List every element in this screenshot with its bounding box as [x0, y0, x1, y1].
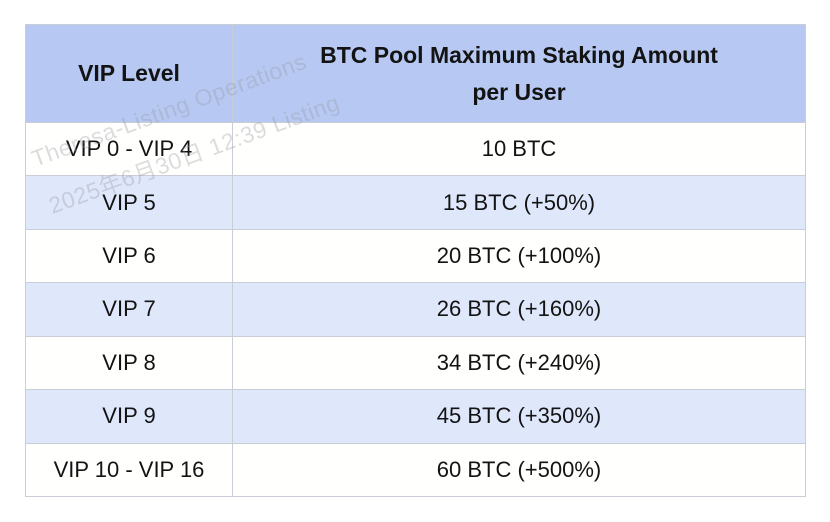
staking-amount-cell: 45 BTC (+350%) — [232, 389, 806, 444]
staking-amount-cell: 60 BTC (+500%) — [232, 442, 806, 498]
table-row: VIP 8 34 BTC (+240%) — [25, 335, 806, 391]
table-row: VIP 10 - VIP 16 60 BTC (+500%) — [25, 442, 806, 498]
header-max-staking-line2: per User — [472, 78, 566, 105]
vip-level-cell: VIP 0 - VIP 4 — [25, 121, 233, 177]
vip-level-cell: VIP 8 — [25, 335, 233, 391]
header-vip-level-label: VIP Level — [78, 60, 180, 86]
table-header-row: VIP Level BTC Pool Maximum Staking Amoun… — [25, 24, 806, 123]
staking-amount-cell: 26 BTC (+160%) — [232, 282, 806, 337]
vip-level-cell: VIP 7 — [25, 282, 233, 337]
header-vip-level: VIP Level — [25, 24, 233, 123]
table-row: VIP 9 45 BTC (+350%) — [25, 389, 806, 444]
header-max-staking-line1: BTC Pool Maximum Staking Amount — [320, 41, 718, 68]
vip-level-cell: VIP 10 - VIP 16 — [25, 442, 233, 498]
vip-level-cell: VIP 6 — [25, 228, 233, 284]
staking-amount-cell: 15 BTC (+50%) — [232, 175, 806, 230]
staking-amount-cell: 10 BTC — [232, 121, 806, 177]
staking-amount-cell: 34 BTC (+240%) — [232, 335, 806, 391]
table-row: VIP 0 - VIP 4 10 BTC — [25, 121, 806, 177]
vip-level-cell: VIP 5 — [25, 175, 233, 230]
staking-amount-cell: 20 BTC (+100%) — [232, 228, 806, 284]
table-row: VIP 5 15 BTC (+50%) — [25, 175, 806, 230]
table-row: VIP 6 20 BTC (+100%) — [25, 228, 806, 284]
vip-staking-table: VIP Level BTC Pool Maximum Staking Amoun… — [25, 24, 806, 498]
header-max-staking: BTC Pool Maximum Staking Amount per User — [232, 24, 806, 123]
vip-level-cell: VIP 9 — [25, 389, 233, 444]
table-row: VIP 7 26 BTC (+160%) — [25, 282, 806, 337]
